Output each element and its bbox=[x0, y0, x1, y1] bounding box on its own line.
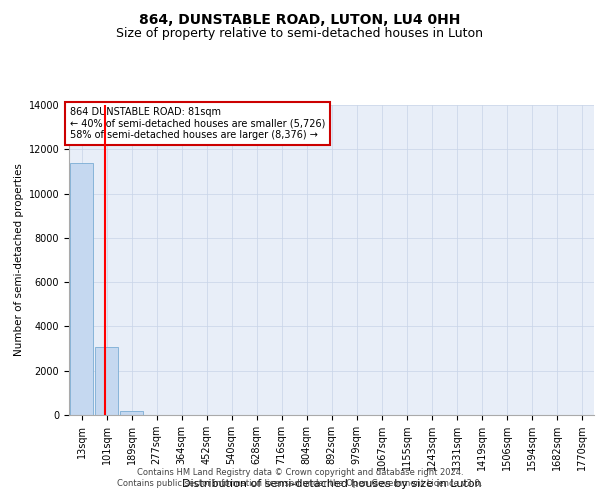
Text: Contains HM Land Registry data © Crown copyright and database right 2024.
Contai: Contains HM Land Registry data © Crown c… bbox=[118, 468, 482, 487]
Bar bbox=[120, 410, 143, 415]
Text: 864 DUNSTABLE ROAD: 81sqm
← 40% of semi-detached houses are smaller (5,726)
58% : 864 DUNSTABLE ROAD: 81sqm ← 40% of semi-… bbox=[70, 107, 326, 140]
Text: 864, DUNSTABLE ROAD, LUTON, LU4 0HH: 864, DUNSTABLE ROAD, LUTON, LU4 0HH bbox=[139, 12, 461, 26]
Bar bbox=[95, 348, 118, 415]
Y-axis label: Number of semi-detached properties: Number of semi-detached properties bbox=[14, 164, 25, 356]
X-axis label: Distribution of semi-detached houses by size in Luton: Distribution of semi-detached houses by … bbox=[182, 478, 481, 488]
Text: Size of property relative to semi-detached houses in Luton: Size of property relative to semi-detach… bbox=[116, 28, 484, 40]
Bar bbox=[70, 162, 93, 415]
